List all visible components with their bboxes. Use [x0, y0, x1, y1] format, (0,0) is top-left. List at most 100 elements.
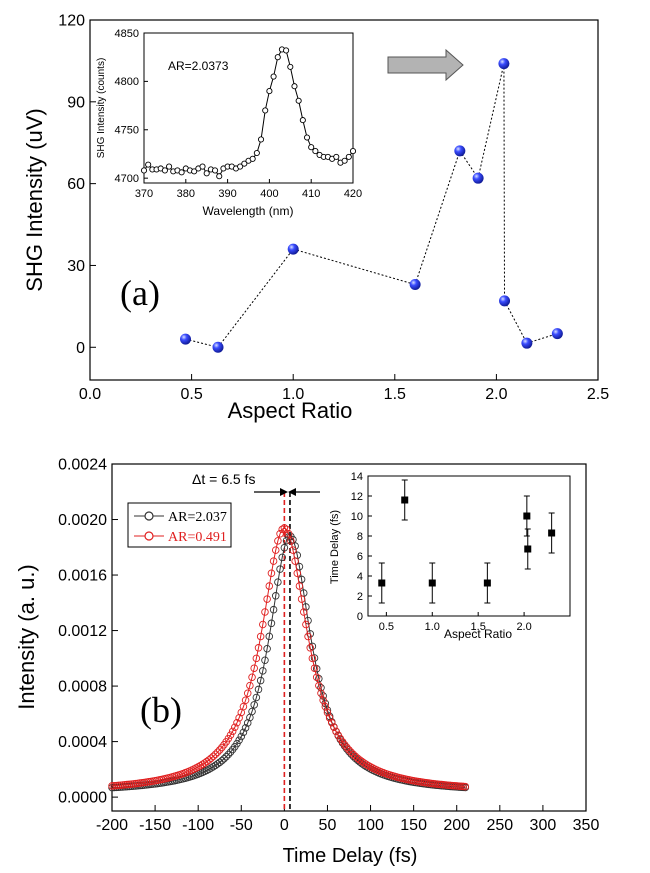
panel-a-inset-point: [345, 153, 352, 160]
panel-b-y-tick-label: 0.0016: [58, 568, 107, 585]
panel-b-y-ticks: 0.0000 0.0004 0.0008 0.0012 0.0016 0.0020 0.00…: [58, 457, 118, 807]
panel-a-inset-x-tick-label: 390: [218, 188, 236, 200]
panel-b-x-tick-label: -200: [96, 817, 128, 834]
panel-b-inset-data-point: [378, 579, 386, 587]
panel-b-series-point-1: [274, 537, 282, 545]
right-arrow-icon: [387, 48, 464, 82]
panel-b-y-tick-label: 0.0004: [58, 734, 107, 751]
panel-b-y-tick-label: 0.0000: [58, 790, 107, 807]
panel-b-series-point-1: [328, 719, 336, 727]
panel-a-inset-x-tick-label: 410: [302, 188, 320, 200]
panel-b-series-point-1: [228, 727, 237, 736]
panel-a-data-point: [472, 172, 484, 184]
panel-b-series-point-1: [267, 569, 276, 577]
panel-b-series-point-0: [205, 765, 213, 773]
legend-marker-1: [144, 531, 154, 541]
panel-b-series-point-1: [271, 546, 280, 554]
panel-a-inset-point: [166, 163, 173, 170]
panel-a-inset-point: [253, 149, 260, 157]
panel-a-inset-point: [249, 155, 256, 162]
panel-b-x-tick-label: -50: [230, 817, 253, 834]
panel-a-connector-line: [414, 150, 461, 285]
arrowhead-left-icon: [288, 488, 296, 496]
panel-b-inset-data: [378, 479, 556, 604]
panel-a-inset-point: [291, 83, 298, 90]
panel-b-series-point-1: [300, 608, 308, 616]
panel-a-data-point: [287, 243, 299, 255]
panel-a-y-tick-label: 120: [58, 13, 85, 30]
panel-b-series-point-1: [196, 761, 205, 770]
panel-b-series-point-1: [317, 689, 325, 697]
panel-b-x-tick-label: 100: [357, 817, 384, 834]
panel-a-inset-point: [349, 148, 357, 155]
panel-b-inset-x-ticks: 0.5 1.0 1.5 2.0: [379, 612, 532, 633]
panel-a-data-point: [409, 279, 421, 291]
panel-b-series-point-0: [274, 578, 282, 586]
panel-b-series-point-0: [256, 676, 265, 685]
panel-a-x-tick-label: 2.5: [587, 386, 609, 403]
panel-a-y-tick-label: 0: [76, 340, 85, 357]
panel-b-inset: 0 2 4 6 8 10 12 14 0.5 1.0 1.5 2.0 Aspect Ratio Ti…: [329, 471, 571, 641]
panel-b-inset-x-axis-label: Aspect Ratio: [444, 627, 512, 641]
panel-b-series-point-1: [461, 782, 470, 791]
panel-b-series-point-1: [325, 714, 334, 722]
panel-a-connector-line: [185, 338, 219, 348]
panel-a-inset-point: [203, 170, 210, 177]
panel-b-series-point-1: [310, 664, 319, 672]
panel-a-connector-line: [503, 63, 506, 301]
panel-b-series-point-1: [364, 761, 373, 770]
panel-b-series-point-1: [248, 673, 256, 682]
panel-b-series-point-1: [194, 763, 202, 771]
panel-a-inset-point: [191, 168, 198, 175]
panel-a-inset-y-tick-label: 4800: [115, 76, 139, 88]
panel-b-series-point-0: [254, 685, 263, 694]
panel-b-series-point-0: [235, 736, 243, 744]
panel-b-x-tick-label: 200: [443, 817, 470, 834]
panel-a-data-point: [454, 145, 466, 157]
panel-b-x-tick-label: 0: [280, 817, 289, 834]
panel-b-y-tick-label: 0.0008: [58, 679, 107, 696]
panel-b-x-tick-label: -150: [139, 817, 171, 834]
panel-a-inset-point: [274, 54, 281, 61]
panel-b-series-point-1: [233, 719, 241, 727]
panel-b-inset-x-tick-label: 0.5: [379, 621, 394, 633]
panel-a-inset-point: [257, 136, 265, 143]
panel-a-inset-point: [283, 47, 290, 54]
panel-b-series-point-1: [332, 727, 340, 736]
panel-a-inset-x-ticks: 370 380 390 400 410 420: [135, 179, 362, 200]
panel-b-series-point-0: [278, 553, 286, 562]
panel-b-series-point-0: [226, 748, 235, 756]
panel-b-legend: AR=2.037 AR=0.491: [127, 502, 232, 548]
panel-b-series-point-1: [256, 632, 265, 641]
panel-a-inset-y-axis-label: SHG Intensity (counts): [96, 58, 107, 159]
panel-b-series-point-1: [287, 537, 295, 545]
panel-b-inset-y-tick-label: 10: [351, 511, 363, 523]
panel-a-label: (a): [120, 273, 160, 313]
panel-b-series-point-0: [269, 605, 278, 614]
panel-b-y-tick-label: 0.0012: [58, 623, 107, 640]
panel-b-series-point-0: [280, 543, 289, 552]
panel-b-series-point-1: [284, 530, 293, 538]
panel-b-inset-data-point: [523, 512, 531, 520]
panel-b-inset-y-tick-label: 12: [351, 491, 363, 503]
panel-b-x-tick-label: -100: [182, 817, 214, 834]
panel-b-series-point-0: [239, 728, 248, 737]
panel-b-series-point-0: [263, 644, 271, 653]
panel-a-inset-point: [161, 167, 168, 174]
panel-a-inset-point: [333, 153, 340, 160]
panel-b-inset-data-point: [428, 579, 436, 587]
panel-a-inset-point: [140, 167, 148, 174]
panel-b-series-point-0: [259, 667, 267, 675]
panel-b-inset-y-tick-label: 6: [357, 551, 363, 563]
panel-a-inset-point: [303, 134, 311, 141]
panel-b-series-point-1: [293, 569, 302, 577]
panel-b-series-point-0: [237, 732, 246, 741]
delta-t-label: Δt = 6.5 fs: [192, 471, 255, 487]
panel-a-x-tick-label: 1.0: [282, 386, 304, 403]
panel-b-inset-data-point: [548, 529, 556, 537]
panel-a-x-tick-label: 1.5: [384, 386, 406, 403]
panel-b-series-point-0: [306, 630, 314, 638]
panel-b-series-point-1: [280, 524, 289, 532]
panel-b-inset-frame: [367, 475, 571, 617]
panel-a-y-ticks: 0 30 60 90 120: [58, 13, 96, 357]
